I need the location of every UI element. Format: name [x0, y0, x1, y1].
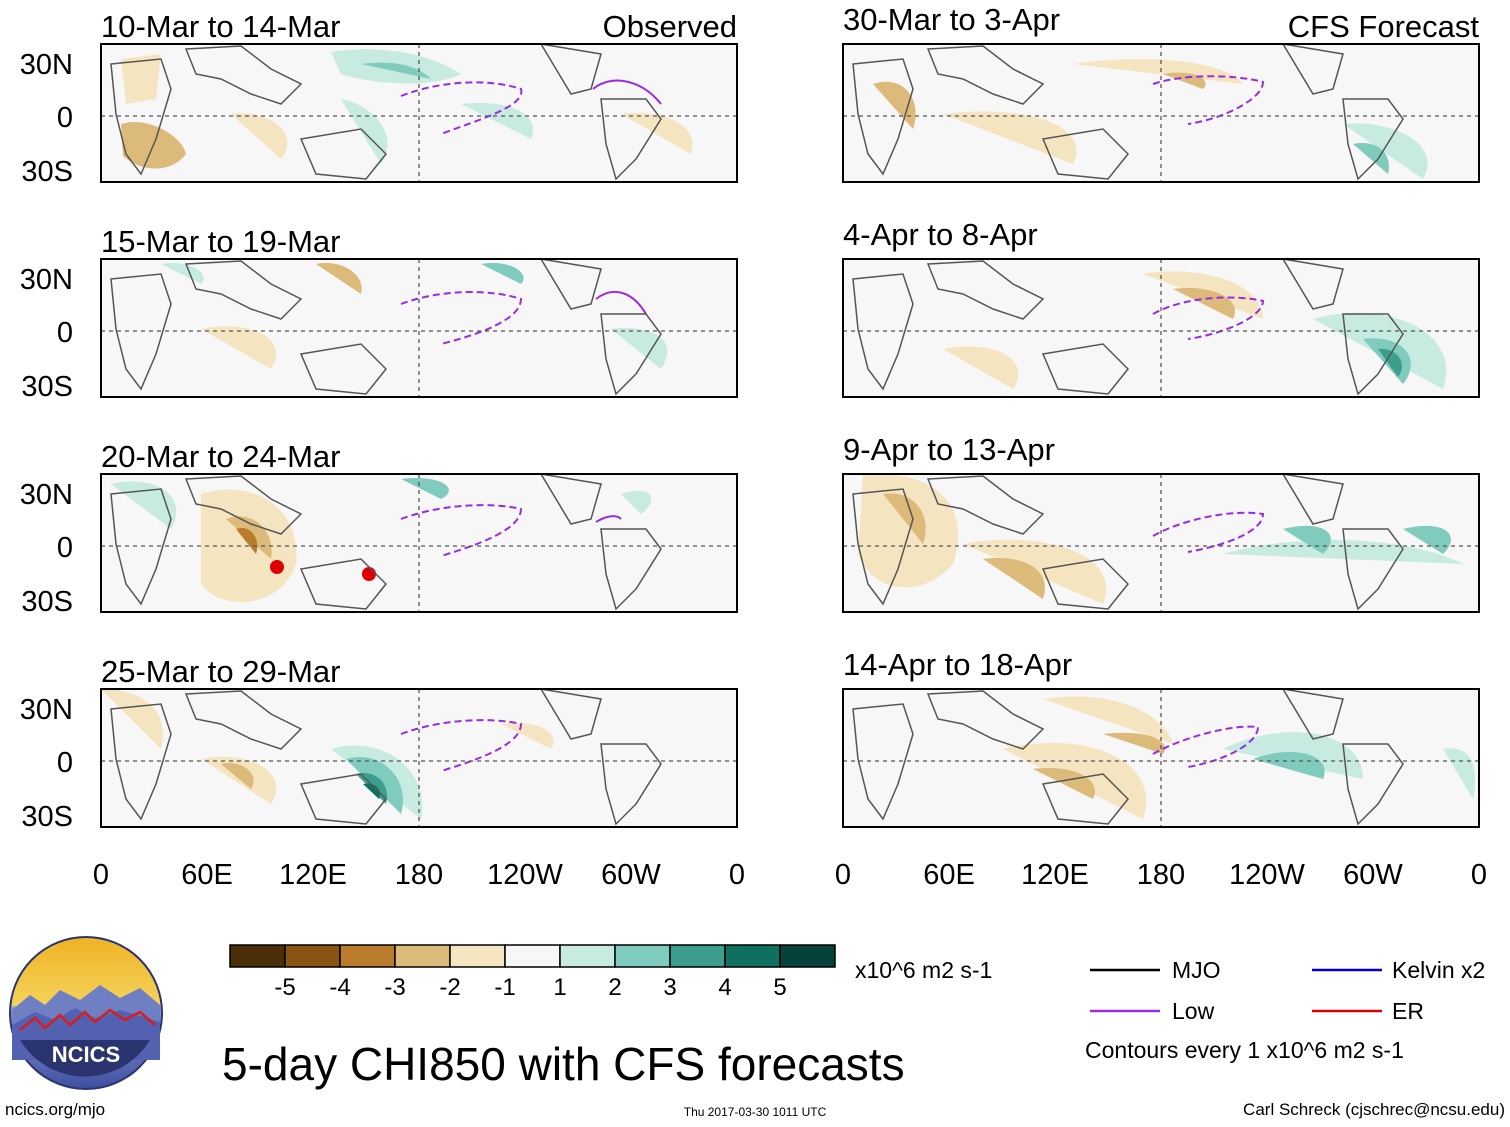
- lon-tick: 0: [1471, 859, 1487, 891]
- colorbar-tick-label: -2: [439, 974, 460, 1001]
- panel-right-4: [842, 688, 1480, 828]
- panel-left-3-period: 20-Mar to 24-Mar: [101, 439, 340, 474]
- lon-tick: 180: [395, 859, 443, 891]
- lon-tick: 0: [729, 859, 745, 891]
- panel-right-1-period: 30-Mar to 3-Apr: [843, 2, 1060, 37]
- panel-left-4-period: 25-Mar to 29-Mar: [101, 654, 340, 689]
- lat-tick-30n: 30N: [20, 694, 73, 726]
- lat-tick-eq: 0: [57, 317, 73, 349]
- colorbar-tick-label: -1: [494, 974, 515, 1001]
- lat-tick-30s: 30S: [21, 586, 73, 618]
- colorbar-tick-label: 1: [553, 974, 566, 1001]
- colorbar-swatch: [229, 944, 286, 968]
- lon-axis-left: 0 60E 120E 180 120W 60W 0: [93, 859, 745, 891]
- legend-label-low: Low: [1172, 998, 1215, 1024]
- panel-left-4: [100, 688, 738, 828]
- panel-right-1-label: CFS Forecast: [1288, 9, 1480, 44]
- colorbar-swatch: [339, 944, 396, 968]
- colorbar-swatch: [779, 944, 836, 968]
- legend: MJO Kelvin x2 Low ER Contours every 1 x1…: [1085, 957, 1485, 1063]
- legend-note: Contours every 1 x10^6 m2 s-1: [1085, 1037, 1404, 1063]
- colorbar-tick-label: 5: [773, 974, 786, 1001]
- colorbar-swatch: [394, 944, 451, 968]
- lat-tick-eq: 0: [57, 747, 73, 779]
- panel-left-2-period: 15-Mar to 19-Mar: [101, 224, 340, 259]
- panel-right-3: [842, 473, 1480, 613]
- lon-tick: 0: [93, 859, 109, 891]
- panel-left-3: [100, 473, 738, 613]
- colorbar-swatch: [724, 944, 781, 968]
- panel-left-1-period: 10-Mar to 14-Mar: [101, 9, 340, 44]
- lat-tick-30s: 30S: [21, 801, 73, 833]
- panel-right-4-period: 14-Apr to 18-Apr: [843, 647, 1072, 682]
- colorbar-units: x10^6 m2 s-1: [855, 957, 992, 983]
- panel-left-2: [100, 258, 738, 398]
- colorbar-tick-label: -5: [274, 974, 295, 1001]
- lon-axis-right: 0 60E 120E 180 120W 60W 0: [835, 859, 1487, 891]
- lat-tick-eq: 0: [57, 102, 73, 134]
- logo-text: NCICS: [52, 1042, 120, 1067]
- colorbar-swatch: [284, 944, 341, 968]
- lat-tick-30n: 30N: [20, 264, 73, 296]
- lat-tick-30s: 30S: [21, 156, 73, 188]
- colorbar-tick-label: 2: [608, 974, 621, 1001]
- panel-left-1: [100, 43, 738, 183]
- lon-tick: 120W: [487, 859, 563, 891]
- lat-tick-30s: 30S: [21, 371, 73, 403]
- legend-label-er: ER: [1392, 998, 1424, 1024]
- lon-tick: 120E: [1021, 859, 1089, 891]
- author-credit: Carl Schreck (cjschrec@ncsu.edu): [1243, 1100, 1505, 1119]
- lat-tick-30n: 30N: [20, 479, 73, 511]
- colorbar-tick-label: 4: [718, 974, 731, 1001]
- lon-tick: 0: [835, 859, 851, 891]
- timestamp: Thu 2017-03-30 1011 UTC: [684, 1105, 827, 1119]
- colorbar-swatch: [669, 944, 726, 968]
- lon-tick: 60E: [181, 859, 233, 891]
- colorbar-tick-label: -3: [384, 974, 405, 1001]
- lon-tick: 60W: [601, 859, 661, 891]
- legend-label-mjo: MJO: [1172, 957, 1221, 983]
- panel-right-3-period: 9-Apr to 13-Apr: [843, 432, 1055, 467]
- lon-tick: 120W: [1229, 859, 1305, 891]
- colorbar-swatch: [614, 944, 671, 968]
- panel-right-2-period: 4-Apr to 8-Apr: [843, 217, 1038, 252]
- colorbar-tick-label: -4: [329, 974, 350, 1001]
- lat-axis-row-2: 30N 0 30S: [20, 264, 73, 403]
- lon-tick: 60W: [1343, 859, 1403, 891]
- colorbar-swatch: [504, 944, 561, 968]
- colorbar: -5 -4 -3 -2 -1 1 2 3 4 5: [229, 944, 836, 1001]
- lat-tick-30n: 30N: [20, 49, 73, 81]
- colorbar-swatch: [559, 944, 616, 968]
- colorbar-swatch: [449, 944, 506, 968]
- figure-title: 5-day CHI850 with CFS forecasts: [222, 1038, 905, 1090]
- lat-axis-row-4: 30N 0 30S: [20, 694, 73, 833]
- source-url: ncics.org/mjo: [5, 1100, 105, 1119]
- lat-axis-row-1: 30N 0 30S: [20, 49, 73, 188]
- lon-tick: 120E: [279, 859, 347, 891]
- panel-left-1-label: Observed: [603, 9, 737, 44]
- colorbar-tick-label: 3: [663, 974, 676, 1001]
- lat-axis-row-3: 30N 0 30S: [20, 479, 73, 618]
- panel-right-2: [842, 258, 1480, 398]
- legend-label-kelvin: Kelvin x2: [1392, 957, 1485, 983]
- lon-tick: 60E: [923, 859, 975, 891]
- lon-tick: 180: [1137, 859, 1185, 891]
- lat-tick-eq: 0: [57, 532, 73, 564]
- panel-right-1: [842, 43, 1480, 183]
- ncics-logo: NCICS: [9, 936, 163, 1090]
